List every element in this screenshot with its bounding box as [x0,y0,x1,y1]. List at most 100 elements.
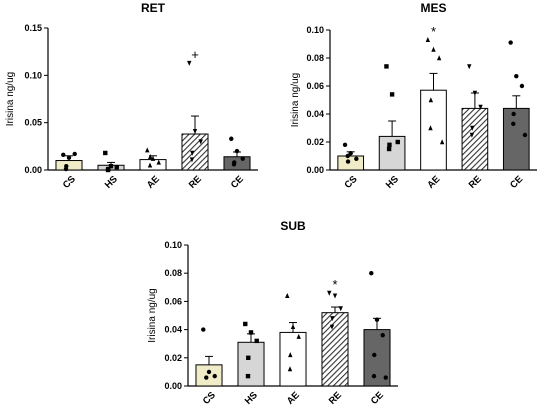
bar-ae [139,159,167,171]
x-tick-label-ae: AE [145,174,162,191]
data-point-hs [384,64,389,69]
data-point-hs [386,146,392,152]
data-point-cs [345,159,351,164]
data-point-ce [371,373,377,379]
data-point-hs [248,330,254,335]
y-tick-label: 0.00 [164,381,182,391]
significance-marker: * [332,277,337,292]
data-point-hs [105,167,111,173]
x-tick-label-re: RE [187,174,204,191]
data-point-ae [150,155,156,161]
data-point-ae [288,352,293,358]
data-point-ae [148,153,153,159]
data-point-cs [342,142,348,147]
data-point-ae [431,46,436,52]
data-point-hs [387,142,392,147]
x-tick-label-hs: HS [384,174,401,191]
data-point-ce [240,156,245,161]
data-point-re [198,139,203,145]
y-tick-label: 0.06 [164,296,182,306]
data-point-ce [372,352,377,358]
data-point-cs [201,327,206,332]
y-tick-label: 0.05 [24,118,42,128]
bar-ae [420,89,447,171]
data-point-ae [145,147,150,153]
data-point-ce [511,111,516,117]
chart-title: MES [420,1,446,15]
bar-hs [378,135,406,171]
data-point-cs [204,375,209,380]
data-point-re [192,128,198,134]
panel-mes: MES Irisina ng/ug 0.00 0.02 0.04 0.06 0.08 0.10… [290,1,537,191]
x-tick-label-ce: CE [229,174,246,191]
panel-ret: RET Irisina ng/ug 0.00 0.05 0.10 0.15 CS HS AE RE… [5,1,258,191]
x-tick-label-hs: HS [103,174,120,191]
chart-title: RET [141,1,166,15]
chart-title: SUB [280,219,306,233]
data-point-ae [428,125,433,131]
data-point-ae [290,323,296,329]
data-point-ce [508,40,513,45]
y-tick-label: 0.06 [306,81,324,91]
x-tick-label-ce: CE [508,174,525,191]
data-point-cs [348,151,353,156]
y-tick-label: 0.10 [164,240,182,250]
panel-sub: SUB Irisina ng/ug 0.00 0.02 0.04 0.06 0.08 0.10… [147,219,398,407]
data-point-hs [243,321,248,327]
y-tick-label: 0.00 [24,165,42,175]
data-point-hs [245,373,251,379]
x-tick-label-cs: CS [201,390,218,407]
y-tick-label: 0.00 [306,165,324,175]
data-point-ae [287,366,293,372]
y-axis-label: Irisina ng/ug [5,72,16,126]
data-point-ce [511,121,516,127]
y-tick-label: 0.10 [24,70,42,80]
y-axis-label: Irisina ng/ug [290,73,301,127]
data-point-ce [519,83,525,89]
data-point-re [478,104,483,110]
y-tick-label: 0.08 [306,53,324,63]
data-point-re [469,132,475,138]
y-tick-label: 0.02 [164,353,182,363]
data-point-re [189,157,195,163]
data-point-re [187,60,192,66]
bar-ce [223,156,251,171]
bar-hs [237,341,265,387]
bar-cs [195,364,223,387]
data-point-cs [72,151,77,157]
data-point-cs [354,156,359,161]
bar-re [461,107,489,171]
bar-re [181,133,209,171]
bar-re [321,312,349,387]
data-point-ae [436,55,442,61]
data-point-ce [374,317,380,322]
data-point-ce [229,136,234,141]
data-point-hs [103,150,108,156]
y-tick-label: 0.08 [164,268,182,278]
y-tick-label: 0.02 [306,137,324,147]
data-point-hs [246,355,251,360]
data-point-re [472,90,478,96]
data-point-ce [369,271,374,276]
x-tick-label-re: RE [327,390,344,407]
data-point-cs [212,373,217,379]
data-point-hs [254,338,259,344]
x-tick-label-ae: AE [425,174,442,191]
data-point-ae [147,162,153,168]
x-tick-label-cs: CS [342,174,359,191]
data-point-ae [425,37,431,42]
data-point-ce [231,162,237,167]
data-point-ae [428,97,434,103]
x-tick-label-re: RE [467,174,484,191]
data-point-re [332,293,338,299]
y-axis-label: Irisina ng/ug [147,288,158,342]
x-tick-label-hs: HS [243,390,260,407]
data-point-hs [389,92,395,97]
data-point-cs [61,152,66,158]
data-point-re [467,64,472,70]
data-point-ce [522,132,528,138]
data-point-re [329,324,335,330]
data-point-cs [206,369,212,375]
significance-marker: * [431,24,436,39]
data-point-re [470,125,475,131]
